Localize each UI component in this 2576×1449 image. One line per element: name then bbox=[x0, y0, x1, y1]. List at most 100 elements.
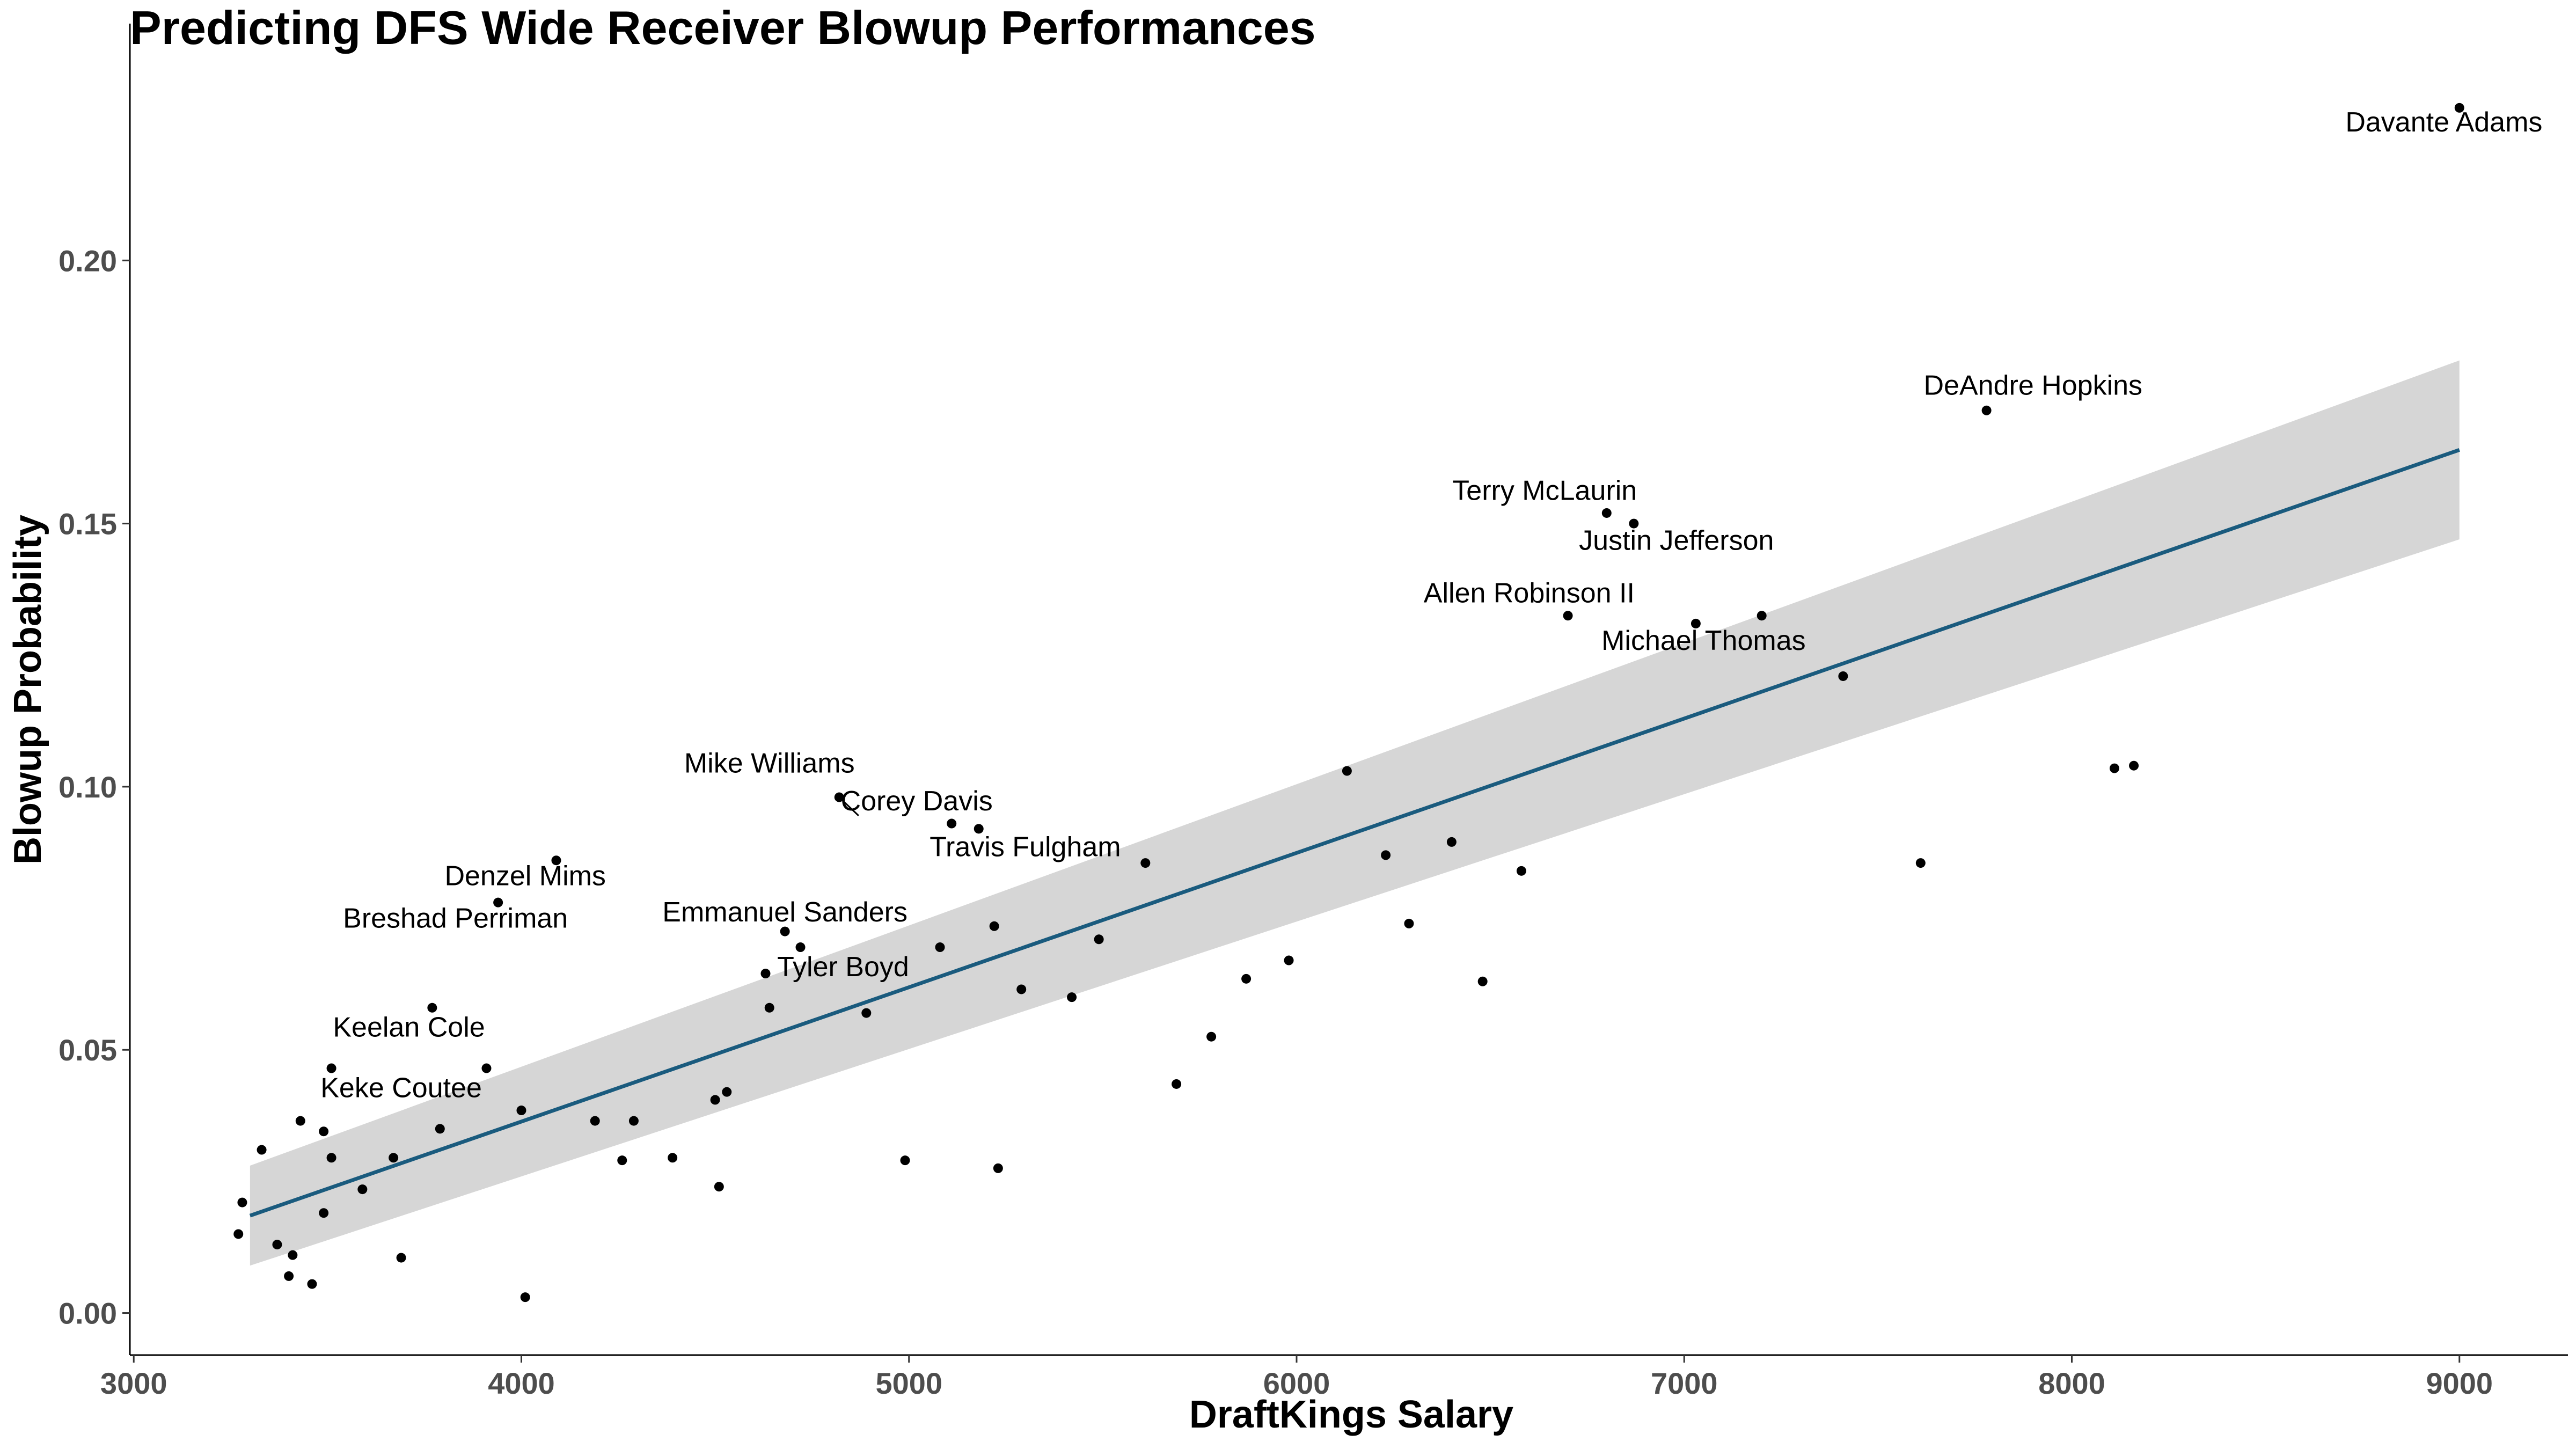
regression-line bbox=[249, 448, 2460, 1218]
data-point bbox=[551, 855, 561, 866]
y-axis-title: Blowup Probability bbox=[6, 515, 49, 865]
y-tick-label: 0.20 bbox=[58, 244, 117, 277]
data-point bbox=[516, 1106, 526, 1116]
data-points bbox=[233, 103, 2464, 1302]
data-point bbox=[357, 1184, 368, 1195]
data-point bbox=[435, 1124, 445, 1134]
data-point bbox=[947, 818, 957, 829]
data-point bbox=[617, 1155, 627, 1166]
data-point bbox=[590, 1116, 600, 1126]
x-tick-label: 7000 bbox=[1651, 1366, 1718, 1400]
x-ticks: 3000 4000 5000 6000 7000 8000 9000 bbox=[100, 1355, 2493, 1400]
point-labels: Davante Adams DeAndre Hopkins Terry McLaur… bbox=[320, 107, 2542, 1103]
x-axis-title: DraftKings Salary bbox=[1189, 1393, 1513, 1436]
data-point bbox=[1477, 976, 1488, 986]
x-tick-label: 4000 bbox=[488, 1366, 555, 1400]
data-point bbox=[668, 1153, 678, 1163]
axes bbox=[129, 24, 2568, 1356]
data-point bbox=[493, 897, 503, 908]
data-point bbox=[722, 1087, 732, 1097]
data-point bbox=[319, 1126, 329, 1137]
data-point bbox=[520, 1292, 530, 1302]
point-label: Mike Williams bbox=[684, 748, 855, 779]
point-label: Allen Robinson II bbox=[1424, 578, 1635, 609]
data-point bbox=[288, 1250, 298, 1260]
data-point bbox=[326, 1153, 336, 1163]
data-point bbox=[834, 792, 844, 802]
data-point bbox=[396, 1253, 406, 1263]
x-tick-label: 8000 bbox=[2038, 1366, 2105, 1400]
data-point bbox=[1601, 508, 1612, 518]
y-tick-label: 0.15 bbox=[58, 507, 117, 541]
y-tick-label: 0.10 bbox=[58, 770, 117, 804]
data-point bbox=[427, 1002, 437, 1013]
data-point bbox=[481, 1063, 492, 1073]
data-point bbox=[1516, 866, 1526, 876]
data-point bbox=[714, 1182, 724, 1192]
y-ticks: 0.00 0.05 0.10 0.15 0.20 bbox=[58, 244, 130, 1330]
data-point bbox=[1016, 984, 1027, 994]
point-label: Davante Adams bbox=[2345, 107, 2542, 138]
data-point bbox=[1067, 992, 1077, 1002]
y-tick-label: 0.05 bbox=[58, 1033, 117, 1067]
point-label: Breshad Perriman bbox=[343, 903, 568, 934]
data-point bbox=[2454, 103, 2464, 113]
data-point bbox=[861, 1008, 872, 1018]
data-point bbox=[1981, 405, 1992, 415]
data-point bbox=[935, 942, 945, 953]
data-point bbox=[795, 942, 806, 953]
data-point bbox=[1342, 766, 1352, 776]
data-point bbox=[760, 969, 771, 979]
data-point bbox=[1094, 934, 1104, 945]
data-point bbox=[2109, 763, 2119, 773]
data-point bbox=[1629, 518, 1639, 529]
point-label: Keke Coutee bbox=[320, 1072, 482, 1103]
data-point bbox=[319, 1208, 329, 1218]
point-label: Terry McLaurin bbox=[1452, 475, 1637, 506]
data-point bbox=[989, 921, 999, 931]
data-point bbox=[389, 1153, 399, 1163]
data-point bbox=[233, 1229, 244, 1239]
data-point bbox=[272, 1240, 282, 1250]
data-point bbox=[1140, 858, 1151, 868]
data-point bbox=[2129, 760, 2139, 771]
point-label: Corey Davis bbox=[841, 786, 993, 817]
point-label: Justin Jefferson bbox=[1579, 525, 1774, 557]
x-tick-label: 3000 bbox=[100, 1366, 167, 1400]
data-point bbox=[295, 1116, 305, 1126]
data-point bbox=[1915, 858, 1926, 868]
data-point bbox=[993, 1163, 1003, 1173]
data-point bbox=[764, 1002, 774, 1013]
data-point bbox=[237, 1197, 247, 1208]
data-point bbox=[1284, 955, 1294, 965]
point-label: DeAndre Hopkins bbox=[1924, 370, 2143, 401]
data-point bbox=[974, 824, 984, 834]
x-tick-label: 9000 bbox=[2426, 1366, 2493, 1400]
x-tick-label: 5000 bbox=[875, 1366, 942, 1400]
data-point bbox=[326, 1063, 336, 1073]
data-point bbox=[1690, 618, 1701, 628]
data-point bbox=[1381, 850, 1391, 860]
y-tick-label: 0.00 bbox=[58, 1297, 117, 1330]
point-label: Emmanuel Sanders bbox=[662, 897, 908, 928]
data-point bbox=[1563, 611, 1573, 621]
chart-title: Predicting DFS Wide Receiver Blowup Perf… bbox=[130, 1, 1316, 54]
confidence-band-layer bbox=[250, 360, 2460, 1266]
point-label: Tyler Boyd bbox=[777, 952, 909, 983]
data-point bbox=[1838, 671, 1848, 681]
point-label: Denzel Mims bbox=[444, 860, 606, 891]
data-point bbox=[1241, 974, 1252, 984]
data-point bbox=[1446, 837, 1457, 847]
data-point bbox=[1404, 918, 1414, 928]
data-point bbox=[710, 1095, 720, 1105]
data-point bbox=[284, 1271, 294, 1281]
data-point bbox=[1206, 1031, 1217, 1042]
data-point bbox=[307, 1279, 317, 1289]
fit-line-layer bbox=[249, 448, 2460, 1218]
data-point bbox=[900, 1155, 910, 1166]
point-label: Michael Thomas bbox=[1601, 625, 1806, 656]
data-point bbox=[628, 1116, 639, 1126]
point-label: Keelan Cole bbox=[333, 1012, 485, 1043]
confidence-band bbox=[250, 360, 2460, 1266]
